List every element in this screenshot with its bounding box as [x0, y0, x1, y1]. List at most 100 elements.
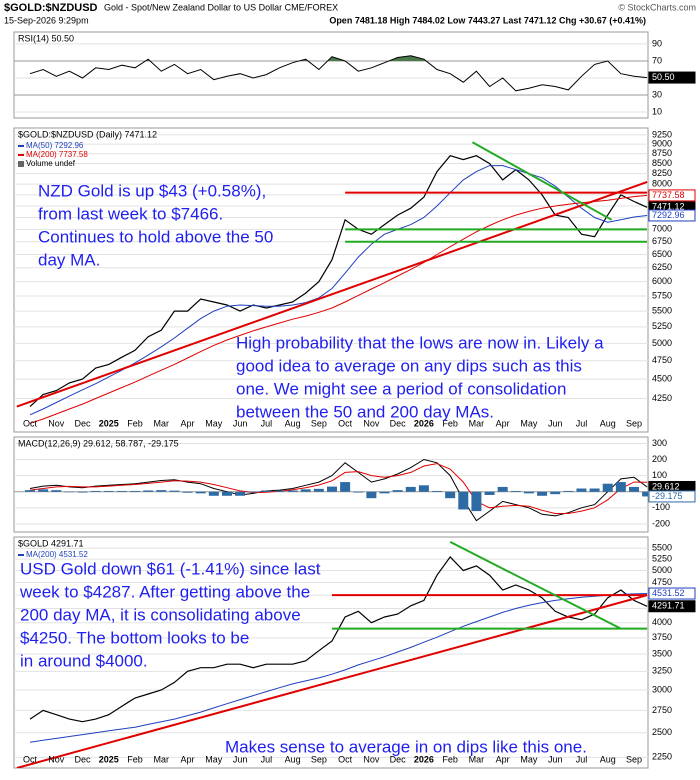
histogram-bar: [326, 486, 337, 492]
y-tick-label: 5500: [652, 543, 672, 553]
plot: [14, 541, 648, 768]
x-tick-label: Oct: [23, 418, 38, 428]
last-value-label: -29.175: [652, 491, 683, 501]
y-tick-label: -100: [652, 502, 670, 512]
panel-title: MACD(12,26,9) 29.612, 58.787, -29.175: [18, 438, 179, 448]
x-tick-label: Feb: [127, 754, 143, 764]
annotation: from last week to $7466.: [38, 204, 223, 223]
histogram-bar: [432, 490, 443, 492]
annotation: High probability that the lows are now i…: [236, 333, 604, 352]
trend-line: [471, 141, 613, 221]
x-tick-label: Feb: [442, 754, 458, 764]
last-value-label: 7737.58: [652, 190, 685, 200]
x-tick-label: Sep: [626, 754, 642, 764]
y-tick-label: 5000: [652, 565, 672, 575]
last-value-box: [648, 587, 696, 600]
histogram-bar: [497, 486, 508, 492]
x-tick-label: Jul: [576, 418, 588, 428]
trend-line: [16, 594, 648, 768]
annotation: day MA.: [38, 250, 100, 269]
trend-line: [16, 181, 648, 408]
series-line: [29, 155, 648, 408]
annotation: NZD Gold is up $43 (+0.58%),: [38, 181, 266, 200]
last-value-label: 29.612: [652, 481, 680, 491]
panel-title: RSI(14) 50.50: [18, 33, 74, 43]
histogram-bar: [221, 491, 232, 496]
y-tick-label: 8500: [652, 158, 672, 168]
legend-label: MA(50) 7292.96: [26, 141, 84, 150]
histogram-bar: [563, 490, 574, 492]
y-tick-label: 4750: [652, 355, 672, 365]
histogram-bar: [379, 491, 390, 494]
x-tick-label: May: [205, 754, 223, 764]
x-tick-label: Jun: [233, 754, 248, 764]
annotation: 200 day MA, it is consolidating above: [20, 605, 301, 624]
x-tick-label: Oct: [338, 418, 353, 428]
x-tick-label: Feb: [127, 418, 143, 428]
y-tick-label: -200: [652, 518, 670, 528]
y-tick-label: 90: [652, 38, 662, 48]
x-tick-label: 2026: [414, 418, 434, 428]
x-tick-label: May: [205, 418, 223, 428]
histogram-bar: [615, 482, 626, 492]
histogram-bar: [576, 488, 587, 492]
plot: [14, 43, 648, 113]
annotation: one. We might see a period of consolidat…: [236, 379, 566, 398]
y-tick-label: 3000: [652, 684, 672, 694]
x-tick-label: Mar: [154, 418, 170, 428]
histogram-bar: [274, 490, 285, 492]
histogram-bar: [523, 491, 534, 494]
y-tick-label: 100: [652, 470, 667, 480]
histogram-bar: [418, 485, 429, 492]
histogram-bar: [208, 491, 219, 496]
x-tick-label: Nov: [363, 418, 380, 428]
x-tick-label: Apr: [496, 754, 510, 764]
x-tick-label: Dec: [75, 418, 92, 428]
annotation: week to $4287. After getting above the: [19, 582, 310, 601]
panel-frame: [13, 127, 649, 433]
histogram-bar: [392, 490, 403, 492]
annotation: USD Gold down $61 (-1.41%) since last: [20, 559, 321, 578]
series-line: [29, 194, 648, 424]
histogram-bar: [130, 490, 141, 492]
panel-frame: [13, 436, 649, 533]
histogram-bar: [248, 491, 259, 493]
x-tick-label: Aug: [285, 418, 301, 428]
last-value-label: 50.50: [652, 72, 675, 82]
x-tick-label: May: [520, 754, 538, 764]
histogram-bar: [458, 491, 469, 510]
y-tick-label: 6500: [652, 249, 672, 259]
annotation: good idea to average on any dips such as…: [236, 356, 582, 375]
histogram-bar: [287, 490, 298, 492]
histogram-bar: [116, 490, 127, 492]
y-tick-label: 30: [652, 89, 662, 99]
histogram-bar: [353, 491, 364, 493]
last-value-box: [648, 189, 696, 202]
y-tick-label: 8750: [652, 148, 672, 158]
x-tick-label: Jun: [548, 418, 563, 428]
y-tick-label: 4750: [652, 577, 672, 587]
quote: Open 7481.18 High 7484.02 Low 7443.27 La…: [329, 15, 646, 25]
x-tick-label: Jul: [576, 754, 588, 764]
x-tick-label: Nov: [48, 754, 65, 764]
histogram-bar: [537, 491, 548, 496]
y-tick-label: 5250: [652, 321, 672, 331]
trend-line: [449, 541, 622, 630]
x-tick-label: Dec: [75, 754, 92, 764]
y-tick-label: 10: [652, 106, 662, 116]
histogram-bar: [589, 488, 600, 492]
x-tick-label: Oct: [338, 754, 353, 764]
histogram-bar: [484, 491, 495, 495]
x-tick-label: Nov: [363, 754, 380, 764]
histogram-bar: [313, 488, 324, 492]
x-tick-label: Jun: [233, 418, 248, 428]
y-tick-label: 3250: [652, 666, 672, 676]
y-tick-label: 5250: [652, 553, 672, 563]
histogram-bar: [90, 490, 101, 492]
last-value-label: 4531.52: [652, 588, 685, 598]
y-tick-label: 3500: [652, 648, 672, 658]
x-tick-label: Aug: [285, 754, 301, 764]
x-tick-label: Aug: [600, 418, 616, 428]
y-tick-label: 4000: [652, 617, 672, 627]
y-tick-label: 2250: [652, 752, 672, 762]
